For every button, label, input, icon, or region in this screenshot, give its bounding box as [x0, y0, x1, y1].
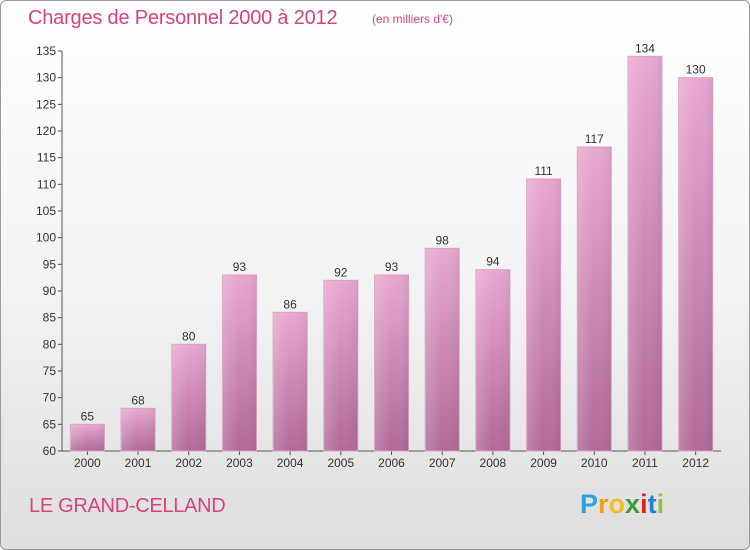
y-tick-label: 60: [43, 444, 57, 458]
y-tick-label: 65: [43, 417, 57, 431]
bar-shading-2005: [323, 280, 358, 451]
data-label: 111: [534, 164, 553, 178]
x-tick-label: 2001: [125, 456, 152, 470]
bar-shading-2002: [171, 344, 206, 451]
bar-layer: [69, 55, 714, 452]
logo-letter: r: [598, 489, 609, 519]
bar-shading-2006: [374, 275, 409, 451]
data-label: 86: [283, 297, 297, 311]
data-label: 134: [635, 41, 655, 55]
bar-shading-2007: [425, 248, 460, 451]
y-tick-label: 80: [43, 337, 57, 351]
y-tick-label: 135: [36, 44, 56, 58]
y-tick-label: 115: [37, 151, 56, 165]
x-tick-label: 2000: [74, 456, 101, 470]
y-tick-label: 120: [36, 124, 56, 138]
x-tick-label: 2009: [530, 456, 557, 470]
x-tick-label: 2006: [378, 456, 405, 470]
data-label: 93: [233, 260, 247, 274]
x-tick-label: 2011: [632, 456, 658, 470]
label-layer: 2000 65 2001 68 2002 80 2003 93 2004 86 2005 92 2006…: [74, 41, 709, 470]
data-label: 117: [585, 132, 604, 146]
data-label: 65: [81, 409, 95, 423]
chart-subtitle: (en milliers d'€): [372, 12, 453, 26]
x-tick-label: 2003: [226, 456, 253, 470]
y-tick-label: 130: [36, 71, 56, 85]
bar-shading-2004: [273, 312, 308, 451]
bar-shading-2012: [678, 77, 713, 452]
data-label: 80: [182, 329, 196, 343]
y-tick-label: 75: [43, 364, 57, 378]
chart-title: Charges de Personnel 2000 à 2012: [28, 7, 338, 29]
x-tick-label: 2002: [175, 456, 202, 470]
y-tick-label: 100: [36, 231, 56, 245]
data-label: 92: [334, 265, 348, 279]
logo-letter: t: [647, 489, 657, 519]
logo-letter: i: [656, 489, 665, 519]
logo-letter: x: [625, 489, 641, 519]
bar-shading-2001: [121, 408, 156, 451]
bar-shading-2003: [222, 275, 257, 451]
data-label: 68: [131, 393, 145, 407]
data-label: 98: [436, 233, 450, 247]
y-tick-label: 105: [36, 204, 56, 218]
y-tick-label: 95: [43, 257, 57, 271]
data-label: 94: [486, 255, 500, 269]
x-tick-label: 2010: [581, 456, 608, 470]
logo-letter: P: [580, 489, 599, 519]
bar-shading-2011: [627, 56, 662, 451]
data-label: 93: [385, 260, 399, 274]
bar-shading-2009: [526, 179, 561, 451]
location-name: LE GRAND-CELLAND: [29, 495, 226, 517]
y-tick-label: 125: [36, 97, 56, 111]
x-tick-label: 2008: [480, 456, 507, 470]
proxiti-logo[interactable]: Proxiti: [580, 489, 664, 520]
logo-letter: o: [608, 489, 626, 519]
y-tick-label: 110: [37, 177, 56, 191]
x-tick-label: 2012: [682, 456, 709, 470]
x-tick-label: 2005: [327, 456, 354, 470]
bar-shading-2008: [475, 269, 510, 451]
bar-shading-2000: [70, 424, 105, 451]
x-tick-label: 2007: [429, 456, 456, 470]
x-tick-label: 2004: [277, 456, 304, 470]
y-tick-label: 90: [43, 284, 57, 298]
bar-shading-2010: [577, 147, 612, 451]
y-tick-label: 85: [43, 311, 57, 325]
logo-letter: i: [640, 489, 648, 519]
data-label: 130: [686, 63, 706, 77]
y-tick-label: 70: [43, 391, 57, 405]
